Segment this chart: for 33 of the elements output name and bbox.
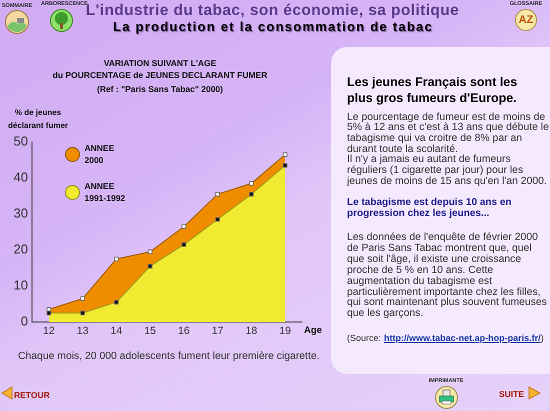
legend-label: ANNEE 2000 — [84, 143, 116, 166]
x-tick-label: 12 — [43, 325, 55, 338]
x-tick-label: 13 — [76, 325, 89, 338]
text: Les jeunes Français sont les plus gros fumeurs d'Europe. — [347, 75, 518, 105]
y-tick-label: 40 — [14, 170, 28, 185]
text: Le pourcentage de fumeur est de moins de 5% à 12 ans et c'est à 13 ans que débute le tabagisme qui va croitre de 8% par an durant toute la scolarité. — [347, 112, 550, 155]
y-tick-label: 0 — [20, 314, 28, 329]
text: Chaque mois, 20 000 adolescents fument leur première cigarette. — [18, 350, 320, 362]
y-axis-title: % de jeunes déclarant fumer — [6, 107, 70, 132]
x-axis-title: Age — [304, 325, 322, 336]
text: AZ — [518, 14, 534, 26]
text: Il n'y a jamais eu autant de fumeurs réguliers (1 cigarette par jour) pour les jeunes de moins de 15 ans qu'en l'an 2000. — [347, 154, 548, 188]
y-tick-label: 20 — [14, 242, 28, 257]
y-tick-label: 30 — [14, 206, 28, 221]
text: Les données de l'enquête de février 2000 de Paris Sans Tabac montrent que, quel que soit l'âge, il existe une croissance proche de 5 % en 10 ans. Cette augmentation du tabagisme est particulièrement importante chez les filles, qui sont maintenant plus souvent fumeuses que les garçons. — [347, 232, 547, 320]
text: RETOUR — [14, 390, 50, 400]
y-tick-label: 10 — [14, 278, 28, 293]
y-tick-label: 50 — [14, 134, 28, 149]
text: Le tabagisme est depuis 10 ans en progression chez les jeunes... — [347, 197, 512, 219]
x-tick-label: 16 — [178, 325, 190, 338]
x-tick-label: 14 — [110, 325, 122, 338]
text: ) — [540, 333, 544, 343]
text: SUITE — [499, 388, 524, 398]
chart-title: VARIATION SUIVANT L'AGE du POURCENTAGE de JEUNES DECLARANT FUMER — [52, 57, 268, 81]
x-tick-label: 19 — [279, 325, 292, 338]
chart-subtitle: (Ref : "Paris Sans Tabac" 2000) — [96, 83, 224, 95]
text: http://www.tabac-net.ap-hop-paris.fr/ — [384, 333, 541, 343]
x-tick-label: 18 — [246, 325, 258, 338]
x-tick-label: 15 — [144, 325, 156, 338]
text: (Source: — [347, 333, 382, 343]
text: La production et la consommation de tabac — [113, 19, 433, 34]
legend-label: ANNEE 1991-1992 — [84, 181, 126, 204]
x-tick-label: 17 — [212, 325, 224, 338]
